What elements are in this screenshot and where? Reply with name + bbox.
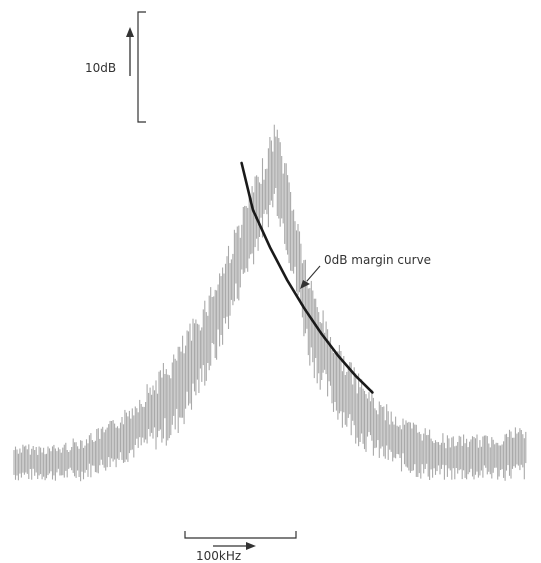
- horizontal-scale-bar: 100kHz: [184, 531, 297, 563]
- margin-curve-line: [240, 161, 374, 394]
- vertical-scale-bar: 10dB: [85, 11, 146, 123]
- horizontal-scale-label: 100kHz: [196, 549, 241, 563]
- annotation: 0dB margin curve: [300, 253, 431, 289]
- spectrum-trace: [13, 124, 527, 482]
- up-arrow-icon: [126, 27, 134, 37]
- vertical-scale-label: 10dB: [85, 61, 116, 75]
- annotation-arrow-icon: [300, 280, 310, 289]
- margin-curve-label: 0dB margin curve: [324, 253, 431, 267]
- vertical-scale-bracket: [137, 11, 146, 123]
- right-arrow-icon: [246, 542, 256, 550]
- horizontal-scale-bracket: [184, 531, 297, 539]
- annotation-arrow-line: [306, 265, 321, 282]
